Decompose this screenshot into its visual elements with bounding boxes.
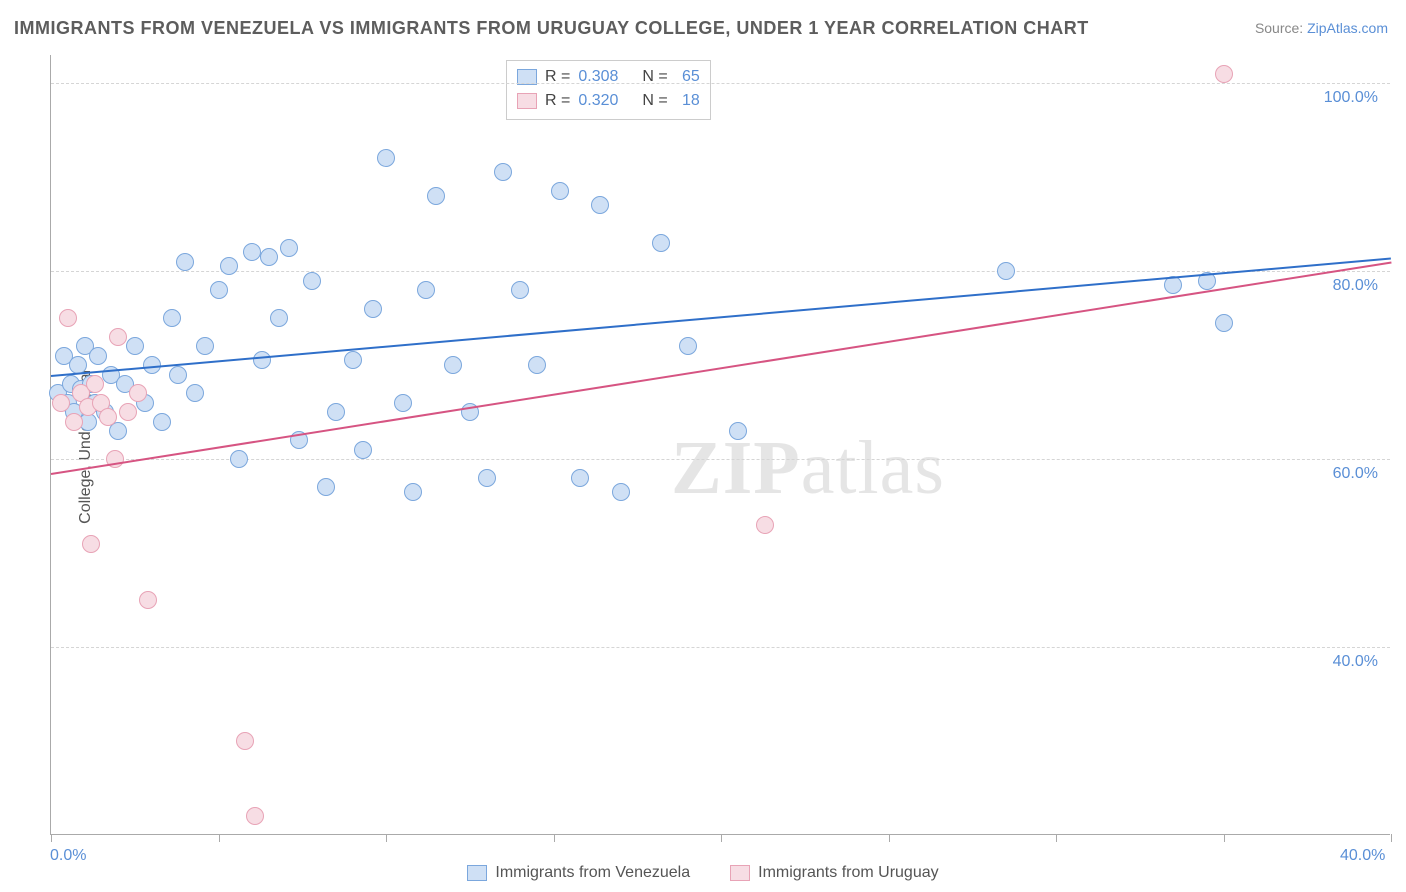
data-point	[344, 351, 362, 369]
data-point	[89, 347, 107, 365]
data-point	[303, 272, 321, 290]
y-tick-label: 100.0%	[1324, 89, 1378, 107]
data-point	[126, 337, 144, 355]
legend-swatch	[517, 93, 537, 109]
regression-line	[51, 257, 1391, 376]
x-tick	[1391, 834, 1392, 842]
data-point	[65, 413, 83, 431]
data-point	[52, 394, 70, 412]
stats-legend: R =0.308N =65 R = 0.320 N = 18	[506, 60, 711, 120]
data-point	[82, 535, 100, 553]
data-point	[679, 337, 697, 355]
data-point	[129, 384, 147, 402]
data-point	[591, 196, 609, 214]
chart-title: IMMIGRANTS FROM VENEZUELA VS IMMIGRANTS …	[14, 18, 1089, 39]
data-point	[652, 234, 670, 252]
data-point	[246, 807, 264, 825]
stats-legend-row: R = 0.320 N = 18	[517, 89, 700, 113]
data-point	[551, 182, 569, 200]
data-point	[729, 422, 747, 440]
data-point	[317, 478, 335, 496]
data-point	[364, 300, 382, 318]
gridline	[51, 459, 1390, 460]
plot-area: ZIPatlas R =0.308N =65 R = 0.320 N = 18 40.0…	[50, 55, 1390, 835]
data-point	[119, 403, 137, 421]
data-point	[394, 394, 412, 412]
data-point	[270, 309, 288, 327]
data-point	[86, 375, 104, 393]
legend-item: Immigrants from Venezuela	[467, 864, 690, 882]
data-point	[169, 366, 187, 384]
legend-r-label: R =	[545, 92, 570, 110]
legend-n-label: N =	[642, 92, 667, 110]
gridline	[51, 83, 1390, 84]
data-point	[997, 262, 1015, 280]
data-point	[571, 469, 589, 487]
source-attribution: Source: ZipAtlas.com	[1255, 20, 1388, 36]
data-point	[377, 149, 395, 167]
data-point	[417, 281, 435, 299]
data-point	[494, 163, 512, 181]
data-point	[1215, 314, 1233, 332]
x-tick	[386, 834, 387, 842]
source-label: Source:	[1255, 20, 1307, 36]
gridline	[51, 271, 1390, 272]
x-tick	[554, 834, 555, 842]
x-tick-label-left: 0.0%	[50, 847, 86, 865]
data-point	[99, 408, 117, 426]
y-tick-label: 80.0%	[1333, 277, 1378, 295]
data-point	[280, 239, 298, 257]
data-point	[59, 309, 77, 327]
legend-swatch	[730, 865, 750, 881]
x-tick	[51, 834, 52, 842]
regression-line	[51, 262, 1391, 475]
data-point	[210, 281, 228, 299]
chart-container: IMMIGRANTS FROM VENEZUELA VS IMMIGRANTS …	[0, 0, 1406, 892]
data-point	[354, 441, 372, 459]
source-link[interactable]: ZipAtlas.com	[1307, 20, 1388, 36]
data-point	[186, 384, 204, 402]
legend-series-name: Immigrants from Venezuela	[495, 864, 690, 882]
watermark-light: atlas	[801, 426, 945, 510]
data-point	[528, 356, 546, 374]
data-point	[612, 483, 630, 501]
data-point	[176, 253, 194, 271]
data-point	[153, 413, 171, 431]
series-legend: Immigrants from Venezuela Immigrants from…	[0, 864, 1406, 882]
data-point	[220, 257, 238, 275]
data-point	[236, 732, 254, 750]
data-point	[1215, 65, 1233, 83]
data-point	[139, 591, 157, 609]
data-point	[444, 356, 462, 374]
x-tick	[1224, 834, 1225, 842]
legend-series-name: Immigrants from Uruguay	[758, 864, 939, 882]
gridline	[51, 647, 1390, 648]
data-point	[230, 450, 248, 468]
x-tick	[721, 834, 722, 842]
x-tick	[889, 834, 890, 842]
watermark: ZIPatlas	[671, 425, 945, 512]
y-tick-label: 60.0%	[1333, 465, 1378, 483]
x-tick	[1056, 834, 1057, 842]
data-point	[327, 403, 345, 421]
data-point	[196, 337, 214, 355]
data-point	[427, 187, 445, 205]
data-point	[243, 243, 261, 261]
data-point	[756, 516, 774, 534]
legend-item: Immigrants from Uruguay	[730, 864, 939, 882]
y-tick-label: 40.0%	[1333, 653, 1378, 671]
data-point	[511, 281, 529, 299]
data-point	[260, 248, 278, 266]
data-point	[253, 351, 271, 369]
data-point	[163, 309, 181, 327]
legend-r-value: 0.320	[578, 92, 618, 110]
x-tick	[219, 834, 220, 842]
legend-n-value: 18	[676, 92, 700, 110]
legend-swatch	[467, 865, 487, 881]
data-point	[404, 483, 422, 501]
x-tick-label-right: 40.0%	[1340, 847, 1385, 865]
data-point	[478, 469, 496, 487]
data-point	[109, 328, 127, 346]
stats-legend-row: R =0.308N =65	[517, 65, 700, 89]
